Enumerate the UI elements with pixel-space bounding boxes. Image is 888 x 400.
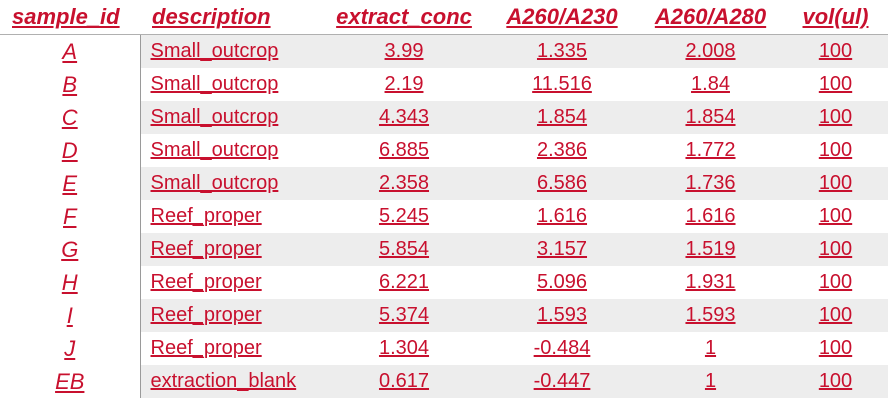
cell-a260-a280[interactable]: 1.854 [638,101,783,134]
cell-description[interactable]: Small_outcrop [140,134,322,167]
cell-a260-a230[interactable]: 11.516 [486,68,638,101]
table-row: B Small_outcrop 2.19 11.516 1.84 100 [0,68,888,101]
cell-extract-conc[interactable]: 5.374 [322,299,486,332]
cell-a260-a230[interactable]: 3.157 [486,233,638,266]
table-row: A Small_outcrop 3.99 1.335 2.008 100 [0,34,888,68]
cell-a260-a230[interactable]: 1.593 [486,299,638,332]
cell-sample-id[interactable]: H [0,266,141,299]
cell-a260-a230[interactable]: 6.586 [486,167,638,200]
cell-a260-a280[interactable]: 1.736 [638,167,783,200]
cell-a260-a230[interactable]: -0.484 [486,332,638,365]
table-row: EB extraction_blank 0.617 -0.447 1 100 [0,365,888,398]
cell-sample-id[interactable]: F [0,200,141,233]
cell-sample-id[interactable]: J [0,332,141,365]
cell-vol[interactable]: 100 [783,134,888,167]
cell-extract-conc[interactable]: 3.99 [322,34,486,68]
cell-description[interactable]: Reef_proper [140,299,322,332]
header-vol[interactable]: vol(ul) [783,0,888,35]
cell-a260-a280[interactable]: 1.772 [638,134,783,167]
table-row: C Small_outcrop 4.343 1.854 1.854 100 [0,101,888,134]
cell-sample-id[interactable]: EB [0,365,141,398]
header-a260-a230[interactable]: A260/A230 [486,0,638,35]
cell-description[interactable]: Reef_proper [140,266,322,299]
header-sample-id[interactable]: sample_id [0,0,140,35]
cell-vol[interactable]: 100 [783,167,888,200]
cell-a260-a280[interactable]: 1.593 [638,299,783,332]
cell-description[interactable]: Small_outcrop [140,34,322,68]
cell-vol[interactable]: 100 [783,332,888,365]
cell-a260-a230[interactable]: 5.096 [486,266,638,299]
cell-vol[interactable]: 100 [783,200,888,233]
header-description[interactable]: description [140,0,322,35]
cell-extract-conc[interactable]: 2.19 [322,68,486,101]
cell-sample-id[interactable]: E [0,167,141,200]
cell-extract-conc[interactable]: 5.245 [322,200,486,233]
cell-a260-a280[interactable]: 1.519 [638,233,783,266]
cell-vol[interactable]: 100 [783,233,888,266]
cell-extract-conc[interactable]: 6.885 [322,134,486,167]
cell-description[interactable]: Reef_proper [140,200,322,233]
cell-sample-id[interactable]: G [0,233,141,266]
table-row: G Reef_proper 5.854 3.157 1.519 100 [0,233,888,266]
table-row: E Small_outcrop 2.358 6.586 1.736 100 [0,167,888,200]
cell-extract-conc[interactable]: 6.221 [322,266,486,299]
cell-a260-a230[interactable]: -0.447 [486,365,638,398]
cell-vol[interactable]: 100 [783,101,888,134]
cell-description[interactable]: Small_outcrop [140,68,322,101]
cell-vol[interactable]: 100 [783,299,888,332]
cell-a260-a280[interactable]: 1.616 [638,200,783,233]
cell-a260-a230[interactable]: 1.854 [486,101,638,134]
table-row: H Reef_proper 6.221 5.096 1.931 100 [0,266,888,299]
table-row: J Reef_proper 1.304 -0.484 1 100 [0,332,888,365]
cell-extract-conc[interactable]: 4.343 [322,101,486,134]
table-body: A Small_outcrop 3.99 1.335 2.008 100 B Small_ou… [0,34,888,398]
cell-vol[interactable]: 100 [783,365,888,398]
cell-description[interactable]: Reef_proper [140,233,322,266]
cell-extract-conc[interactable]: 0.617 [322,365,486,398]
cell-vol[interactable]: 100 [783,266,888,299]
cell-a260-a230[interactable]: 2.386 [486,134,638,167]
table-row: I Reef_proper 5.374 1.593 1.593 100 [0,299,888,332]
cell-sample-id[interactable]: B [0,68,141,101]
cell-extract-conc[interactable]: 2.358 [322,167,486,200]
cell-a260-a280[interactable]: 1 [638,365,783,398]
cell-sample-id[interactable]: C [0,101,141,134]
cell-a260-a280[interactable]: 1.931 [638,266,783,299]
cell-extract-conc[interactable]: 5.854 [322,233,486,266]
cell-a260-a280[interactable]: 1.84 [638,68,783,101]
cell-a260-a280[interactable]: 2.008 [638,34,783,68]
cell-a260-a230[interactable]: 1.616 [486,200,638,233]
cell-description[interactable]: extraction_blank [140,365,322,398]
cell-vol[interactable]: 100 [783,68,888,101]
cell-description[interactable]: Reef_proper [140,332,322,365]
cell-a260-a230[interactable]: 1.335 [486,34,638,68]
cell-sample-id[interactable]: A [0,34,141,68]
table-row: F Reef_proper 5.245 1.616 1.616 100 [0,200,888,233]
header-extract-conc[interactable]: extract_conc [322,0,486,35]
cell-vol[interactable]: 100 [783,34,888,68]
table-row: D Small_outcrop 6.885 2.386 1.772 100 [0,134,888,167]
header-row: sample_id description extract_conc A260/… [0,0,888,35]
header-a260-a280[interactable]: A260/A280 [638,0,783,35]
cell-description[interactable]: Small_outcrop [140,167,322,200]
cell-description[interactable]: Small_outcrop [140,101,322,134]
cell-sample-id[interactable]: D [0,134,141,167]
cell-sample-id[interactable]: I [0,299,141,332]
cell-a260-a280[interactable]: 1 [638,332,783,365]
cell-extract-conc[interactable]: 1.304 [322,332,486,365]
